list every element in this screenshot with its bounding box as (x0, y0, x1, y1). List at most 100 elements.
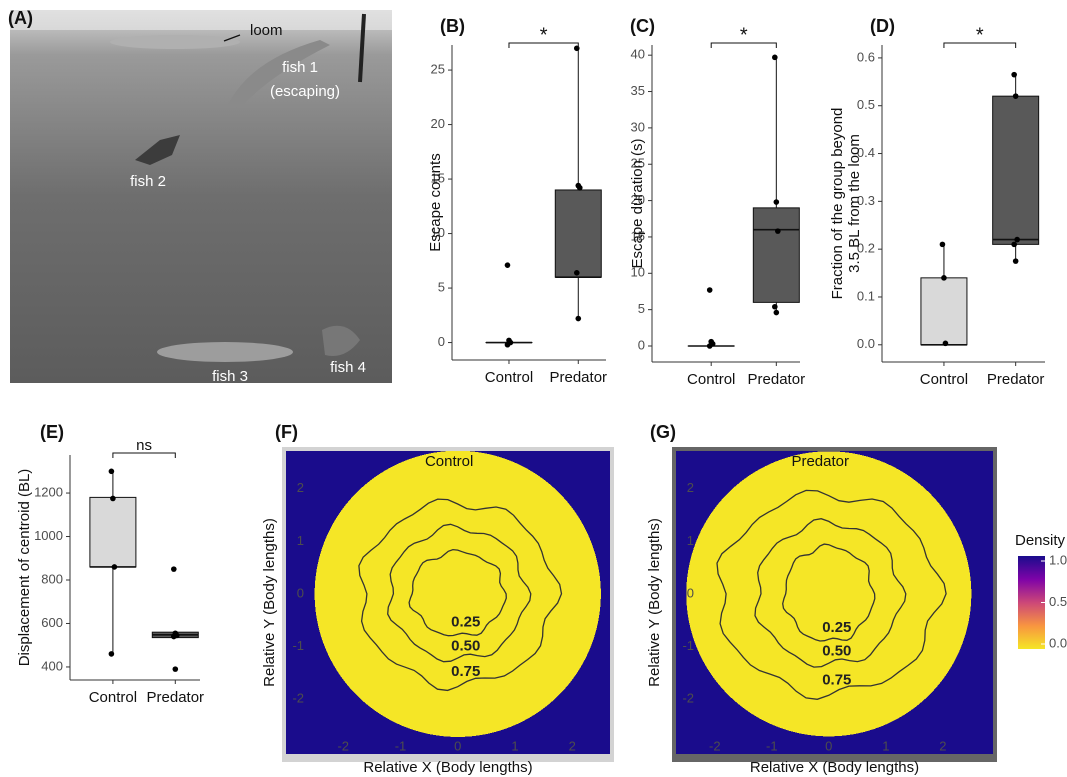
x-tick-label: 1 (511, 738, 518, 753)
panel-label: (A) (8, 8, 33, 28)
y-tick-label: 0 (297, 585, 304, 600)
x-tick-label: 1 (882, 738, 889, 753)
y-axis-label: Relative Y (Body lengths) (261, 518, 278, 687)
arrow (223, 34, 241, 42)
y-axis-label: Displacement of centroid (BL) (16, 469, 33, 667)
y-tick-label: 1200 (34, 484, 63, 499)
panel-label: (C) (630, 16, 655, 36)
y-tick-label: 35 (631, 83, 645, 98)
contour-label: 0.75 (451, 663, 480, 680)
significance-bracket (943, 42, 1017, 48)
y-tick-label: 1000 (34, 528, 63, 543)
y-axis-label: Escape counts (427, 153, 444, 251)
density-map (676, 451, 993, 754)
loom-shadow (110, 35, 240, 49)
y-axis-label: 3.5 BL from the loom (846, 134, 863, 273)
y-tick-label: 15 (431, 171, 445, 186)
y-tick-label: 5 (438, 279, 445, 294)
x-tick-label: Control (485, 369, 533, 386)
x-tick-label: Predator (550, 369, 608, 386)
contour (782, 543, 876, 642)
box (554, 189, 602, 278)
point (171, 633, 177, 640)
x-tick-label: 2 (939, 738, 946, 753)
y-tick-label: 40 (631, 47, 645, 62)
y-tick-label: 20 (631, 192, 645, 207)
x-tick-label: Predator (748, 371, 806, 388)
point (111, 564, 118, 570)
significance-bracket (112, 452, 176, 458)
significance-label: * (976, 24, 984, 46)
point (941, 275, 947, 281)
x-tick-label: -2 (337, 738, 349, 753)
point (172, 666, 179, 672)
contour (754, 518, 907, 668)
y-tick-label: 600 (41, 615, 63, 630)
point (775, 228, 781, 234)
x-tick-label: Predator (147, 689, 205, 706)
y-tick-label: 10 (631, 265, 645, 280)
box (992, 95, 1040, 245)
y-tick-label: 0 (687, 585, 694, 600)
point (772, 303, 778, 310)
y-tick-label: 2 (297, 480, 304, 495)
colorbar (1018, 556, 1045, 649)
y-tick-label: 20 (431, 116, 445, 131)
point (1011, 241, 1017, 248)
contour-label: 0.50 (822, 643, 851, 660)
point (706, 343, 713, 349)
photo-label: fish 4 (330, 359, 366, 376)
point (1012, 258, 1019, 264)
box (89, 496, 137, 568)
rod (358, 13, 366, 83)
y-tick-label: 1 (687, 533, 694, 548)
point (171, 566, 177, 572)
x-tick-label: Control (920, 371, 968, 388)
x-tick-label: Control (687, 371, 735, 388)
y-axis-label: Relative Y (Body lengths) (646, 518, 663, 687)
x-axis-label: Relative X (Body lengths) (363, 759, 532, 776)
point (706, 287, 713, 293)
y-tick-label: 0 (438, 334, 445, 349)
x-tick-label: -1 (766, 738, 778, 753)
point (575, 315, 582, 322)
point (573, 270, 580, 276)
panel-label: (D) (870, 16, 895, 36)
y-tick-label: 15 (631, 228, 645, 243)
y-tick-label: -1 (292, 638, 304, 653)
significance-bracket (710, 42, 777, 48)
panel-label: (B) (440, 16, 465, 36)
y-tick-label: 800 (41, 571, 63, 586)
photo-panel: loom fish 1 (escaping) fish 2 fish 3 fis… (8, 8, 392, 385)
significance-label: ns (136, 437, 152, 454)
density-map (286, 451, 610, 754)
y-tick-label: 0.0 (857, 336, 875, 351)
point (108, 468, 115, 475)
y-tick-label: 0.2 (857, 241, 875, 256)
significance-label: * (740, 24, 748, 46)
y-tick-label: 0.4 (857, 145, 875, 160)
y-axis-label: Fraction of the group beyond (829, 108, 846, 300)
panel-label: (E) (40, 422, 64, 442)
point (576, 184, 583, 191)
x-tick-label: 2 (569, 738, 576, 753)
x-axis-label: Relative X (Body lengths) (750, 759, 919, 776)
photo-label: fish 2 (130, 173, 166, 190)
point (504, 262, 511, 268)
x-tick-label: -1 (395, 738, 407, 753)
y-tick-label: 0.5 (857, 97, 875, 112)
contour-label: 0.75 (822, 671, 851, 688)
y-axis-label: Escape duration (s) (629, 138, 646, 268)
significance-bracket (508, 42, 579, 48)
contour-label: 0.50 (451, 637, 480, 654)
point (504, 341, 511, 348)
y-tick-label: 25 (431, 62, 445, 77)
y-tick-label: 5 (638, 301, 645, 316)
point (110, 495, 116, 502)
contour-label: 0.25 (822, 619, 851, 636)
fish (157, 342, 293, 362)
fish (135, 135, 180, 165)
y-tick-label: 0 (638, 337, 645, 352)
